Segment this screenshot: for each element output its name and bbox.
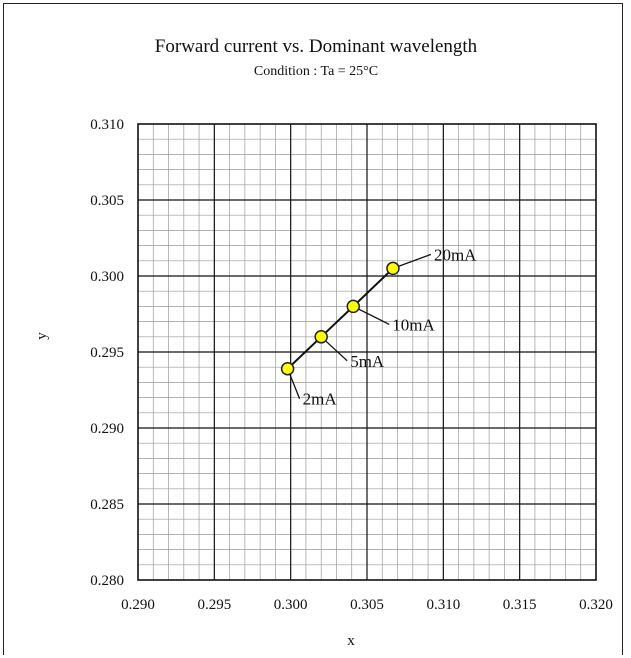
major-grid: [138, 124, 596, 580]
data-point: [280, 361, 295, 376]
x-tick-label: 0.300: [274, 597, 308, 613]
x-tick-label: 0.310: [426, 597, 460, 613]
x-tick-labels: 0.290 0.295 0.300 0.305 0.310 0.315 0.320: [121, 597, 613, 613]
chart-frame: [3, 3, 623, 655]
data-label: 10mA: [392, 315, 435, 334]
y-tick-label: 0.300: [90, 269, 124, 285]
data-point: [314, 330, 328, 344]
data-point: [346, 299, 361, 314]
x-tick-label: 0.295: [197, 597, 231, 613]
y-tick-label: 0.280: [90, 573, 124, 589]
plot-border: [137, 123, 597, 581]
x-tick-label: 0.305: [350, 597, 384, 613]
data-point: [386, 261, 400, 276]
y-axis-label: y: [34, 332, 50, 340]
y-tick-labels: 0.280 0.285 0.290 0.295 0.300 0.305 0.310: [90, 117, 124, 589]
y-tick-label: 0.290: [90, 421, 124, 437]
chart-title: Forward current vs. Dominant wavelength: [155, 36, 478, 57]
chart-subtitle: Condition : Ta = 25°C: [254, 64, 378, 79]
x-tick-label: 0.290: [121, 597, 155, 613]
series-line: [286, 267, 394, 370]
series-layer: 2mA 5mA 10mA 20mA: [280, 245, 477, 409]
x-axis-label: x: [347, 633, 355, 649]
x-tick-label: 0.315: [503, 597, 537, 613]
y-tick-label: 0.285: [90, 497, 124, 513]
x-tick-label: 0.320: [579, 597, 613, 613]
y-tick-label: 0.305: [90, 193, 124, 209]
data-label: 20mA: [434, 245, 477, 264]
data-label: 5mA: [350, 352, 385, 371]
y-tick-label: 0.295: [90, 345, 124, 361]
data-label: 2mA: [303, 390, 338, 409]
y-tick-label: 0.310: [90, 117, 124, 133]
